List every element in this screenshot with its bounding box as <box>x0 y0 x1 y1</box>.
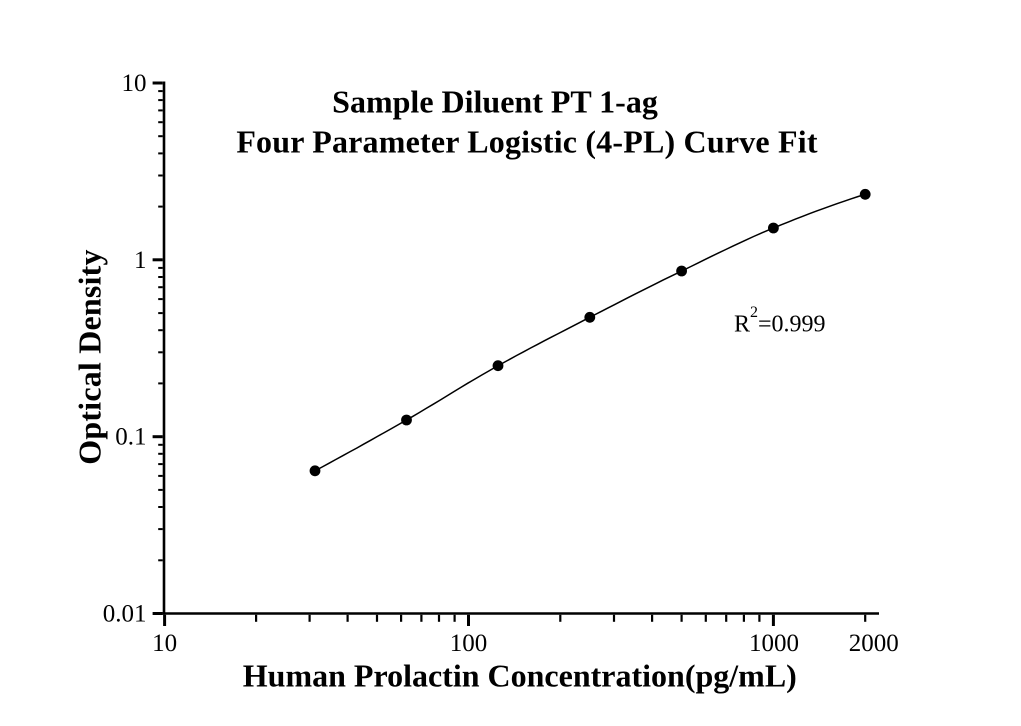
svg-text:10: 10 <box>122 70 147 97</box>
svg-text:Sample Diluent PT 1-ag: Sample Diluent PT 1-ag <box>332 83 658 119</box>
svg-text:1: 1 <box>134 247 147 274</box>
svg-text:2000: 2000 <box>849 630 899 657</box>
svg-text:Optical Density: Optical Density <box>72 249 108 464</box>
svg-text:Human Prolactin Concentration(: Human Prolactin Concentration(pg/mL) <box>243 657 797 693</box>
svg-text:0.01: 0.01 <box>103 601 147 628</box>
svg-text:0.1: 0.1 <box>115 424 146 451</box>
svg-text:Four Parameter Logistic (4-PL): Four Parameter Logistic (4-PL) Curve Fit <box>236 123 818 159</box>
svg-text:100: 100 <box>450 630 488 657</box>
svg-text:10: 10 <box>152 630 177 657</box>
svg-text:1000: 1000 <box>749 630 799 657</box>
